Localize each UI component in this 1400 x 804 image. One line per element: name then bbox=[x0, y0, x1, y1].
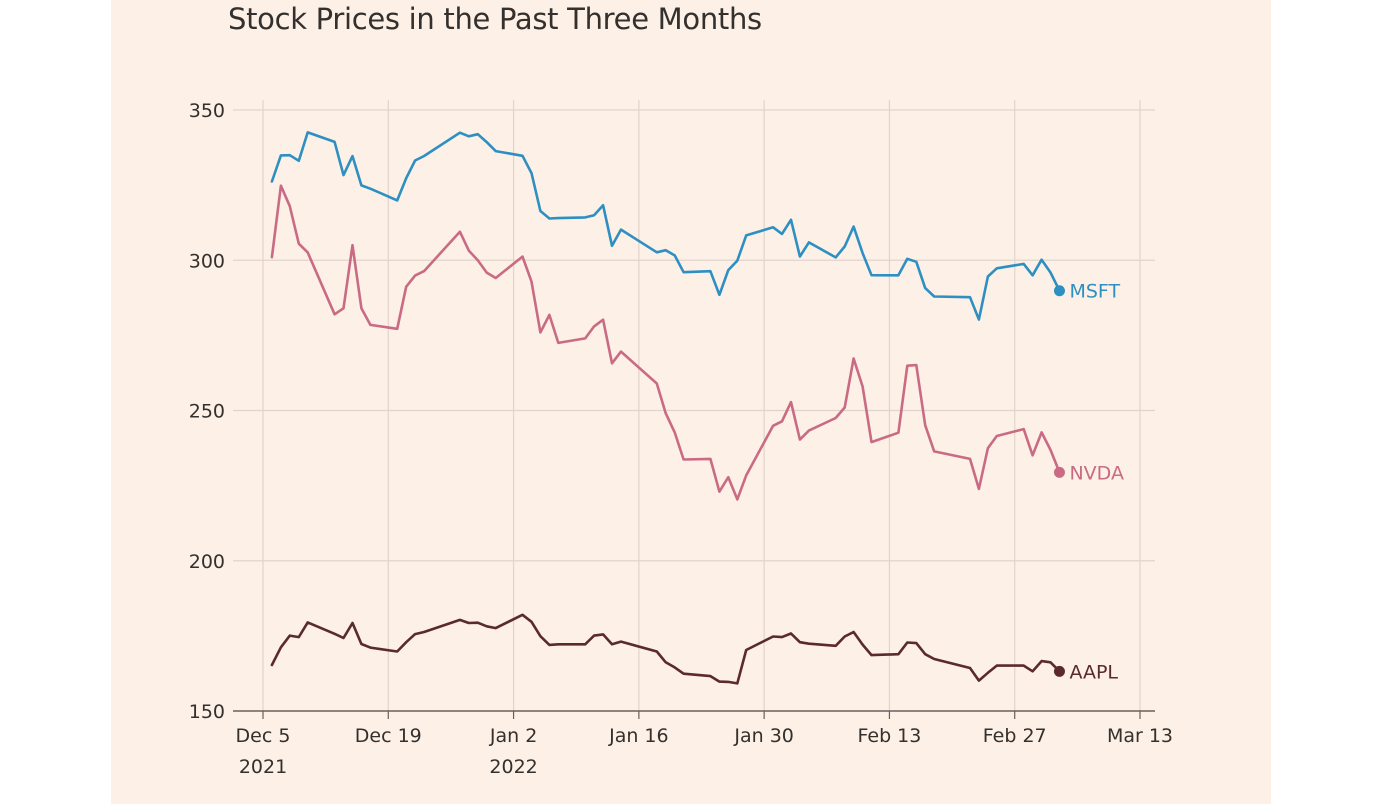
y-tick-label: 200 bbox=[189, 551, 225, 573]
y-tick-label: 150 bbox=[189, 701, 225, 723]
x-tick-label: Feb 13 bbox=[857, 725, 921, 747]
x-tick-label: Dec 19 bbox=[355, 725, 422, 747]
x-tick-label: Dec 5 bbox=[236, 725, 291, 747]
y-tick-label: 350 bbox=[189, 100, 225, 122]
x-axis-ticks: Dec 5 2021 Dec 19 Jan 2 2022 Jan 16 Jan 30 Feb … bbox=[236, 711, 1173, 778]
series-line-aapl bbox=[270, 613, 1061, 685]
series-label-msft: MSFT bbox=[1069, 281, 1120, 303]
x-tick-label: Jan 2 bbox=[489, 725, 537, 747]
series-line-nvda bbox=[270, 184, 1061, 501]
x-tick-label: Mar 13 bbox=[1107, 725, 1173, 747]
series-lines: MSFT NVDA AAPL bbox=[270, 131, 1124, 685]
y-tick-label: 300 bbox=[189, 250, 225, 272]
series-endpoint-nvda bbox=[1053, 466, 1065, 478]
x-tick-sublabel: 2022 bbox=[489, 756, 537, 778]
x-tick-label: Jan 30 bbox=[733, 725, 794, 747]
x-tick-label: Feb 27 bbox=[983, 725, 1047, 747]
series-label-aapl: AAPL bbox=[1069, 661, 1118, 683]
series-endpoint-aapl bbox=[1053, 665, 1065, 677]
y-tick-label: 250 bbox=[189, 401, 225, 423]
chart-panel bbox=[111, 0, 1271, 804]
chart-title: Stock Prices in the Past Three Months bbox=[228, 2, 762, 36]
x-tick-label: Jan 16 bbox=[608, 725, 669, 747]
y-axis-ticks: 150 200 250 300 350 bbox=[189, 100, 225, 723]
gridlines bbox=[233, 100, 1155, 711]
series-label-nvda: NVDA bbox=[1069, 462, 1124, 484]
x-tick-sublabel: 2021 bbox=[239, 756, 287, 778]
series-endpoint-msft bbox=[1053, 285, 1065, 297]
series-line-msft bbox=[270, 131, 1061, 321]
